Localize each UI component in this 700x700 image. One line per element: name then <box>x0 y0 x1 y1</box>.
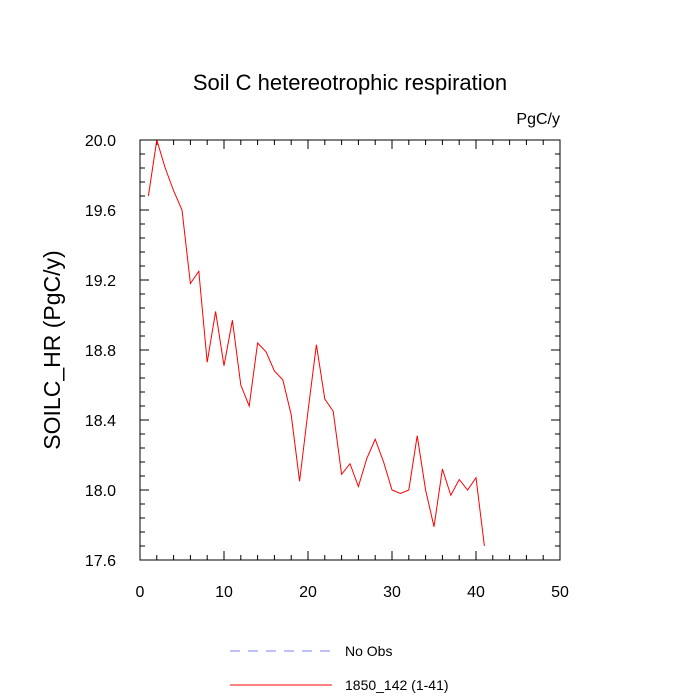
y-tick-label: 17.6 <box>85 553 116 570</box>
x-tick-label: 30 <box>383 584 401 601</box>
legend-label-no-obs: No Obs <box>345 643 392 659</box>
series-line-0 <box>147 139 485 547</box>
series-lines <box>147 139 485 547</box>
x-tick-label: 50 <box>551 584 569 601</box>
y-tick-label: 20.0 <box>85 133 116 150</box>
legend: No Obs 1850_142 (1-41) <box>230 643 449 693</box>
x-tick-label: 10 <box>215 584 233 601</box>
y-tick-label: 18.4 <box>85 413 116 430</box>
y-tick-label: 19.2 <box>85 273 116 290</box>
plot-frame <box>139 139 561 561</box>
x-tick-label: 0 <box>136 584 145 601</box>
y-tick-label: 18.0 <box>85 483 116 500</box>
axis-tick-labels: 0 10 20 30 40 50 17.6 18.0 18.4 18.8 19.2 19.6 20.0 <box>85 133 569 601</box>
legend-label-1850-142: 1850_142 (1-41) <box>345 677 449 693</box>
chart-title: Soil C hetereotrophic respiration <box>193 70 507 95</box>
y-tick-label: 19.6 <box>85 203 116 220</box>
units-label: PgC/y <box>516 111 560 128</box>
y-axis-label: SOILC_HR (PgC/y) <box>39 250 65 449</box>
y-tick-label: 18.8 <box>85 343 116 360</box>
x-tick-label: 20 <box>299 584 317 601</box>
axis-ticks <box>139 139 561 561</box>
x-tick-label: 40 <box>467 584 485 601</box>
